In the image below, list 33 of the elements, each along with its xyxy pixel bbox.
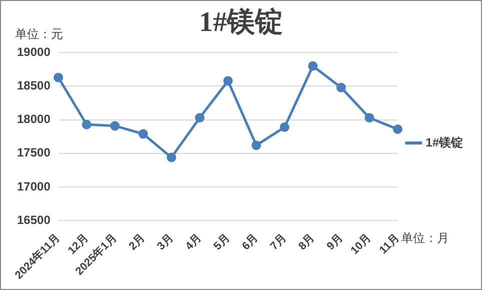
point — [392, 124, 402, 134]
point — [280, 122, 290, 132]
point — [166, 152, 176, 162]
point — [194, 113, 204, 123]
x-tick-label: 9月 — [324, 232, 346, 253]
point — [54, 72, 64, 82]
point — [364, 113, 374, 123]
legend-label: 1#镁锭 — [426, 135, 464, 150]
x-tick-label: 8月 — [296, 232, 318, 253]
x-tick-label: 4月 — [183, 232, 204, 253]
y-tick-label: 17000 — [16, 179, 51, 194]
x-tick-label: 10月 — [348, 232, 374, 257]
x-tick-label: 5月 — [212, 232, 232, 253]
y-tick-label: 16500 — [16, 212, 51, 227]
y-tick-label: 17500 — [16, 146, 51, 160]
point — [110, 121, 120, 131]
y-tick-label: 18000 — [16, 112, 51, 126]
y-tick-label: 19000 — [16, 44, 51, 59]
x-tick-label: 2月 — [126, 232, 148, 253]
y-tick-label: 18500 — [16, 78, 51, 93]
x-tick-label: 7月 — [268, 232, 289, 253]
x-tick-label: 6月 — [240, 232, 261, 253]
point — [138, 129, 148, 139]
point — [82, 120, 92, 130]
chart-title: 1#镁锭 — [199, 7, 283, 38]
text: 单位：元 — [15, 26, 63, 43]
text: 单位：月 — [401, 230, 449, 247]
point — [308, 61, 318, 71]
point — [252, 140, 262, 150]
x-tick-label: 3月 — [155, 232, 176, 253]
point — [223, 76, 233, 86]
x-tick-label: 11月 — [377, 232, 402, 257]
point — [336, 82, 346, 92]
